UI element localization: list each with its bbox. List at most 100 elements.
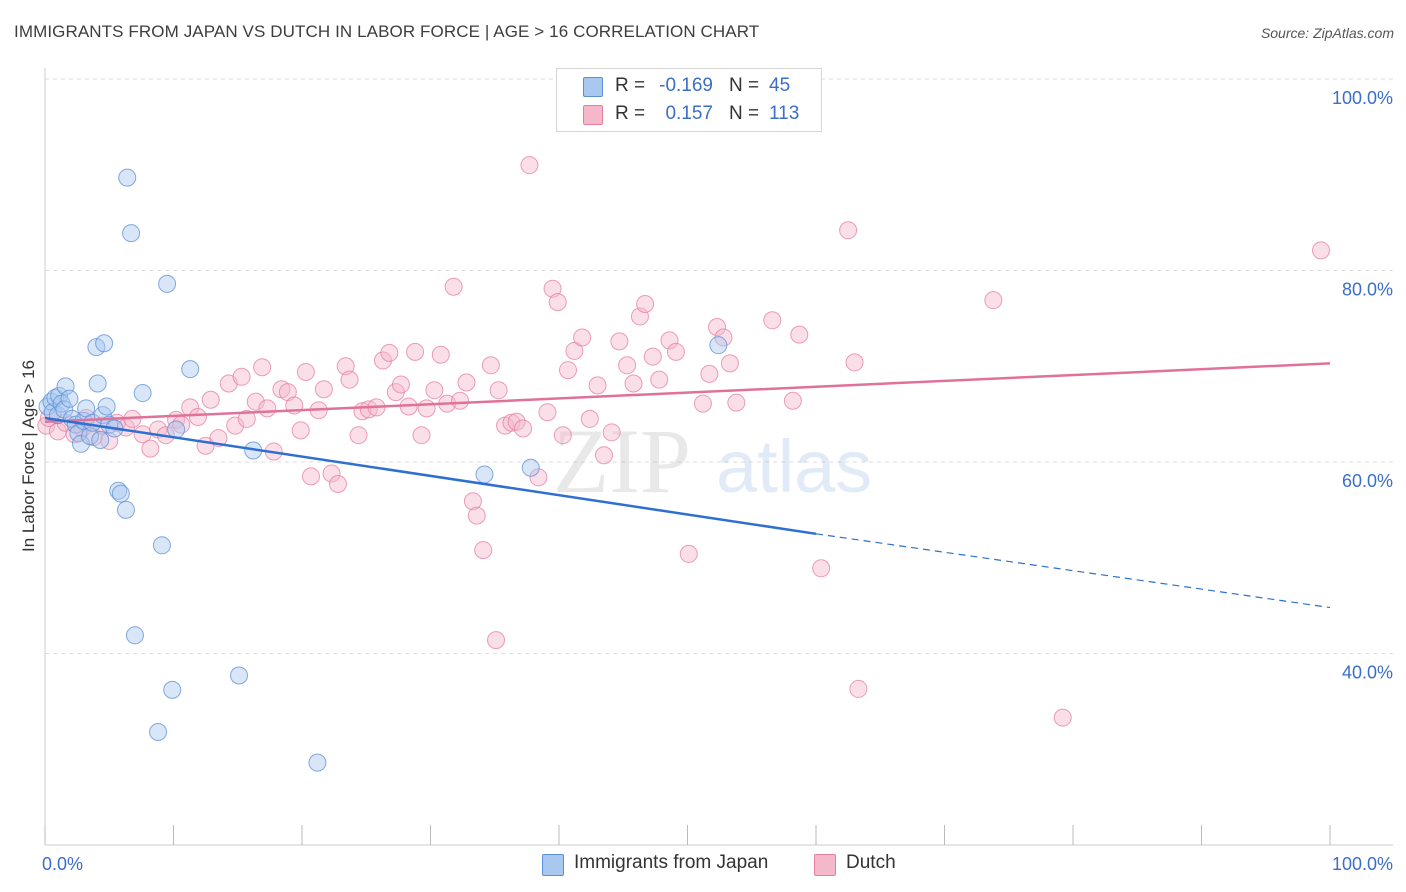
- dutch-point: [425, 381, 444, 400]
- dutch-point: [246, 392, 265, 411]
- y-tick-label: 40.0%: [1342, 663, 1393, 683]
- japan-point: [60, 389, 79, 408]
- japan-point: [97, 397, 116, 416]
- watermark-atlas: atlas: [716, 425, 872, 508]
- stats-r-value: -0.169: [659, 75, 713, 96]
- dutch-point: [349, 426, 368, 445]
- dutch-point: [1053, 708, 1072, 727]
- x-tick-label: 100.0%: [1332, 854, 1393, 874]
- dutch-point: [487, 631, 506, 650]
- y-tick-label: 80.0%: [1342, 280, 1393, 300]
- japan-point: [91, 430, 110, 449]
- dutch-point: [594, 446, 613, 465]
- dutch-point: [708, 317, 727, 336]
- dutch-point: [543, 279, 562, 298]
- dutch-point: [602, 423, 621, 442]
- japan-point: [116, 500, 135, 519]
- dutch-point: [514, 419, 533, 438]
- dutch-point: [336, 357, 355, 376]
- legend: Immigrants from Japan Dutch: [0, 852, 1406, 878]
- tick-labels: 40.0% 60.0% 80.0% 100.0% 0.0% 100.0%: [42, 88, 1393, 874]
- stats-box: R = -0.169 N = 45 R = 0.157 N = 113: [556, 68, 822, 132]
- y-tick-label: 60.0%: [1342, 471, 1393, 491]
- japan-trend-line: [44, 416, 817, 536]
- japan-point: [80, 427, 99, 446]
- japan-point: [308, 753, 327, 772]
- dutch-point: [322, 464, 341, 483]
- japan-point: [71, 434, 90, 453]
- watermark-zip: ZIP: [553, 410, 691, 512]
- dutch-point: [790, 325, 809, 344]
- stats-n-value: 45: [769, 75, 791, 96]
- watermark: ZIP atlas: [553, 410, 872, 512]
- dutch-point: [763, 311, 782, 330]
- dutch-point: [573, 328, 592, 347]
- stats-r-label: R =: [615, 103, 646, 124]
- japan-point: [521, 458, 540, 477]
- dutch-point: [845, 353, 864, 372]
- japan-point: [709, 336, 728, 355]
- dutch-point: [610, 332, 629, 351]
- japan-point: [158, 274, 177, 293]
- dutch-point: [666, 342, 685, 361]
- stats-n-label: N =: [729, 75, 760, 96]
- dutch-point: [141, 439, 160, 458]
- dutch-trend-line: [44, 362, 1331, 424]
- dutch-point: [412, 426, 431, 445]
- japan-point: [55, 400, 74, 419]
- chart-title: IMMIGRANTS FROM JAPAN VS DUTCH IN LABOR …: [14, 22, 760, 41]
- dutch-point: [481, 356, 500, 375]
- dutch-point: [417, 399, 436, 418]
- stats-n-label: N =: [729, 103, 760, 124]
- stats-r-label: R =: [615, 75, 646, 96]
- dutch-point: [520, 156, 539, 175]
- dutch-point: [1312, 241, 1331, 260]
- x-tick-label: 0.0%: [42, 854, 83, 874]
- dutch-point: [636, 295, 655, 314]
- dutch-point: [391, 375, 410, 394]
- stats-n-value: 113: [769, 103, 800, 124]
- legend-swatch-japan: [542, 854, 564, 876]
- dutch-point: [359, 400, 378, 419]
- dutch-point: [328, 475, 347, 494]
- dutch-point: [451, 391, 470, 410]
- trend-lines: [44, 362, 1331, 609]
- gridlines: [45, 78, 1393, 654]
- dutch-point: [660, 331, 679, 350]
- dutch-point: [253, 358, 272, 377]
- dutch-point: [314, 380, 333, 399]
- japan-point: [122, 224, 141, 243]
- dutch-point: [258, 399, 277, 418]
- stats-swatch-dutch: [583, 105, 603, 125]
- dutch-point: [565, 341, 584, 360]
- japan-points: [38, 168, 728, 772]
- dutch-point: [727, 393, 746, 412]
- dutch-point: [507, 412, 526, 431]
- dutch-point: [643, 347, 662, 366]
- dutch-point: [849, 679, 868, 698]
- japan-point: [152, 536, 171, 555]
- japan-point: [230, 666, 249, 685]
- japan-point: [125, 626, 144, 645]
- source-label: Source: ZipAtlas.com: [1260, 25, 1394, 41]
- dutch-point: [693, 394, 712, 413]
- dutch-point: [558, 361, 577, 380]
- dutch-point: [588, 376, 607, 395]
- dutch-point: [340, 370, 359, 389]
- stats-r-value: 0.157: [665, 103, 713, 124]
- japan-point: [109, 481, 128, 500]
- japan-point: [163, 680, 182, 699]
- japan-point: [111, 484, 130, 503]
- legend-label-dutch: Dutch: [846, 852, 896, 873]
- dutch-point: [812, 559, 831, 578]
- dutch-point: [291, 421, 310, 440]
- dutch-point: [457, 373, 476, 392]
- dutch-point: [839, 221, 858, 240]
- japan-point: [118, 168, 137, 187]
- dutch-point: [406, 342, 425, 361]
- legend-label-japan: Immigrants from Japan: [574, 852, 769, 873]
- dutch-point: [474, 541, 493, 560]
- dutch-point: [463, 492, 482, 511]
- dutch-point: [502, 413, 521, 432]
